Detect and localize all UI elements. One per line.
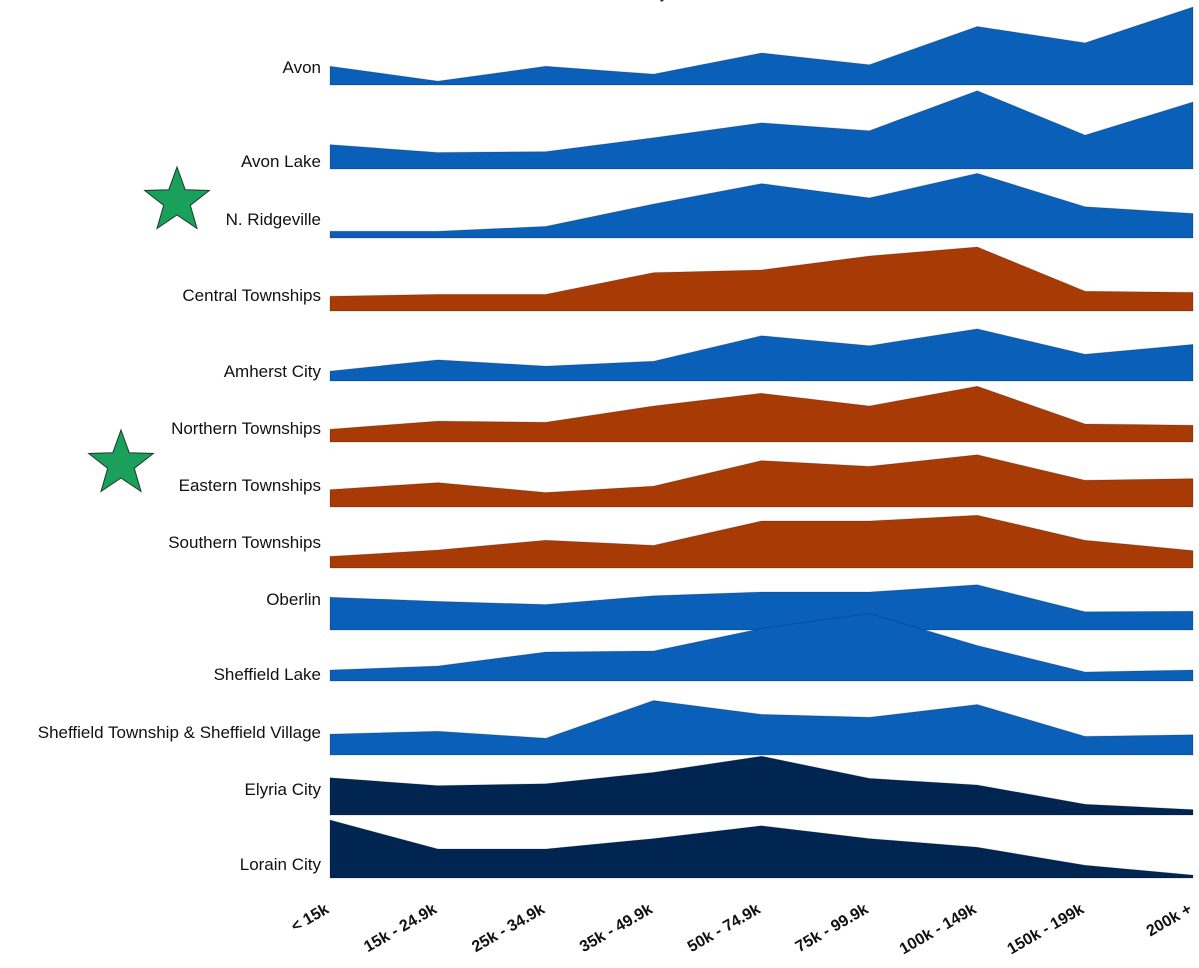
ridge-area-northern-townships <box>329 385 1194 443</box>
ridge-area-eastern-townships <box>329 454 1194 508</box>
ridge-area-central-townships <box>329 246 1194 312</box>
row-label-n-ridgeville: N. Ridgeville <box>226 210 321 229</box>
x-tick-label: 50k - 74.9k <box>685 901 764 956</box>
ridge-area-amherst-city <box>329 328 1194 382</box>
ridge-area-avon-lake <box>329 90 1194 170</box>
ridge-area-sheffield-township-and-sheffield-village <box>329 700 1194 756</box>
star-icon <box>87 428 155 493</box>
ridge-area-elyria-city <box>329 755 1194 816</box>
row-label-southern-townships: Southern Townships <box>168 533 321 552</box>
row-label-elyria-city: Elyria City <box>244 780 321 799</box>
ridge-area-southern-townships <box>329 514 1194 569</box>
x-tick-label: 200k + <box>1144 901 1195 940</box>
ridge-area-n-ridgeville <box>329 172 1194 239</box>
row-label-amherst-city: Amherst City <box>224 362 322 381</box>
row-label-sheffield-township-and-sheffield-village: Sheffield Township & Sheffield Village <box>38 723 321 742</box>
x-axis-tick-labels: < 15k 15k - 24.9k 25k - 34.9k 35k - 49.9k 50… <box>288 901 1195 958</box>
row-label-sheffield-lake: Sheffield Lake <box>214 665 321 684</box>
ridge-area-oberlin <box>329 584 1194 631</box>
x-tick-label: 15k - 24.9k <box>361 901 440 956</box>
row-label-central-townships: Central Townships <box>182 286 321 305</box>
x-tick-label: 25k - 34.9k <box>469 901 548 956</box>
x-tick-label: 75k - 99.9k <box>793 901 872 956</box>
row-label-avon-lake: Avon Lake <box>241 152 321 171</box>
ridge-area-lorain-city <box>329 819 1194 879</box>
x-tick-label: 35k - 49.9k <box>577 901 656 956</box>
row-labels-group: Avon Avon Lake N. Ridgeville Central Townsh… <box>38 58 322 874</box>
star-icon <box>143 165 211 230</box>
x-tick-label: 100k - 149k <box>897 901 980 958</box>
star-markers-group <box>87 165 211 493</box>
row-label-avon: Avon <box>283 58 321 77</box>
row-label-lorain-city: Lorain City <box>240 855 322 874</box>
ridge-area-avon <box>329 6 1194 86</box>
x-tick-label: 150k - 199k <box>1005 901 1088 958</box>
row-label-oberlin: Oberlin <box>266 590 321 609</box>
ridges-group <box>329 6 1194 879</box>
row-label-eastern-townships: Eastern Townships <box>179 476 321 495</box>
chart-title: y <box>660 0 669 2</box>
ridge-area-sheffield-lake <box>329 613 1194 682</box>
row-label-northern-townships: Northern Townships <box>171 419 321 438</box>
x-tick-label: < 15k <box>288 901 332 936</box>
